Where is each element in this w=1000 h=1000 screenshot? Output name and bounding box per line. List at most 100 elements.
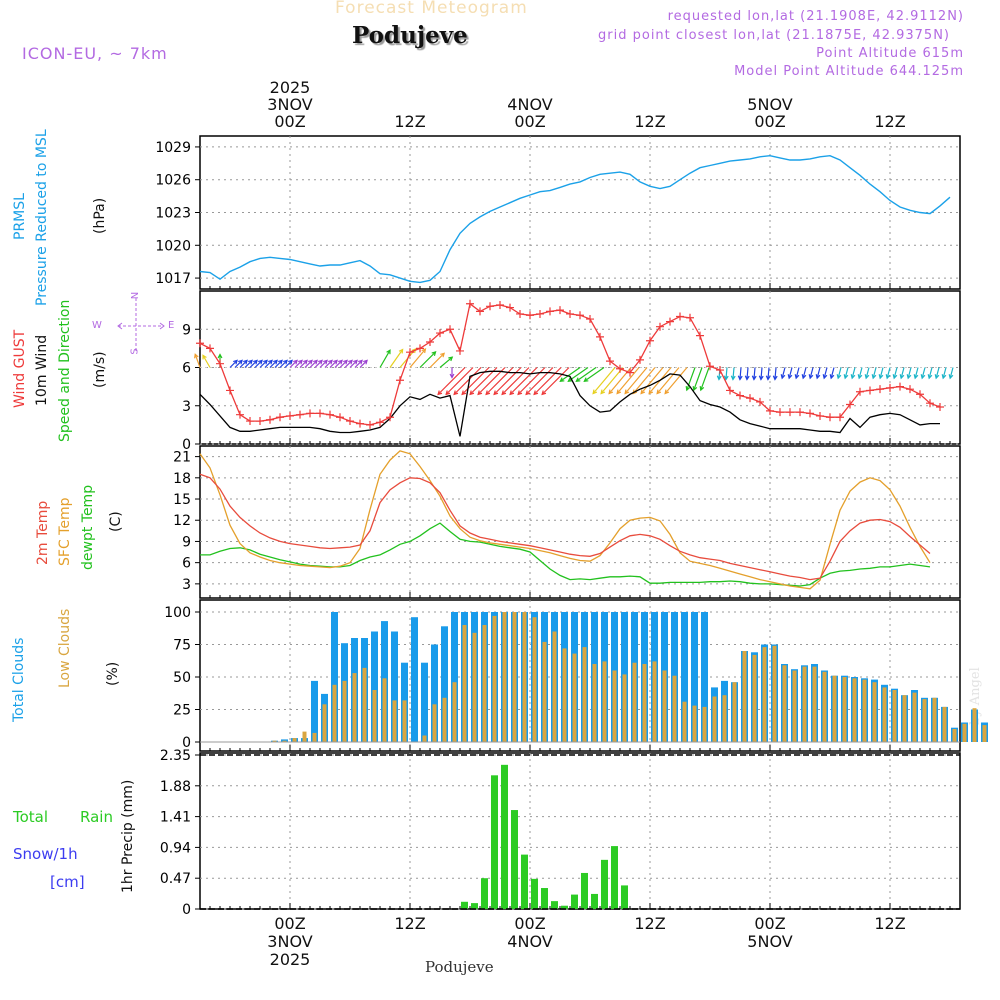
cloud-ytick-label: 100	[164, 605, 191, 621]
wind-direction-arrowhead	[699, 386, 705, 392]
wind-gust-marker	[646, 336, 654, 345]
pressure-line	[199, 154, 951, 284]
wind-gust-marker	[346, 417, 354, 426]
low-cloud-bar	[812, 666, 817, 742]
wind-direction-arrow	[732, 367, 735, 380]
low-cloud-bar	[702, 706, 707, 742]
low-cloud-bar	[402, 700, 407, 742]
wind-direction-arrowhead	[445, 390, 451, 396]
wind-direction-arrow	[928, 367, 933, 379]
wind-direction-arrow	[739, 367, 742, 380]
low-cloud-bar	[752, 654, 757, 742]
pressure-ytick-label: 1017	[155, 271, 191, 287]
low-cloud-bar	[512, 612, 517, 742]
total-cloud-bar	[441, 626, 448, 742]
wind-gust-marker	[846, 400, 854, 409]
wind-direction-arrowhead	[829, 374, 835, 380]
wind-direction-arrow	[624, 367, 648, 394]
low-cloud-bar	[422, 735, 427, 742]
wind-direction-arrowhead	[664, 389, 670, 395]
wind-direction-arrowhead	[233, 359, 238, 365]
wind-direction-arrow	[851, 367, 856, 379]
top-axis-hour: 12Z	[874, 112, 905, 131]
wind-gust-marker	[896, 382, 904, 391]
wind-direction-arrow	[893, 367, 898, 379]
low-cloud-bar	[732, 682, 737, 742]
wind-gust-marker	[216, 359, 224, 368]
wind-direction-arrowhead	[453, 390, 459, 396]
low-cloud-bar	[742, 651, 747, 742]
wind-direction-arrowhead	[202, 354, 207, 360]
wind-direction-arrowhead	[685, 386, 691, 392]
low-cloud-bar	[432, 704, 437, 742]
wind-gust-marker	[866, 386, 874, 395]
wind-gust-marker	[786, 408, 794, 417]
low-cloud-bar	[342, 680, 347, 742]
wind-direction-arrowhead	[780, 374, 786, 380]
wind-gust-marker	[306, 409, 314, 418]
wind-direction-arrowhead	[541, 390, 547, 396]
wind-direction-arrowhead	[194, 353, 199, 359]
wind-direction-arrowhead	[358, 359, 363, 365]
wind-direction-arrowhead	[501, 390, 507, 396]
wind-gust-marker	[496, 301, 504, 310]
wind-direction-arrowhead	[253, 359, 258, 365]
wind-direction-arrowhead	[493, 390, 499, 396]
wind-gust-marker	[396, 376, 404, 385]
wind-direction-arrow	[559, 367, 581, 382]
wind-gust-marker	[296, 410, 304, 419]
wind-direction-arrow	[525, 367, 554, 395]
low-cloud-bar	[852, 678, 857, 742]
wind-gust-marker	[506, 303, 514, 312]
wind-direction-arrowhead	[308, 359, 313, 365]
wind-direction-arrowhead	[288, 359, 293, 365]
sfc-temp-line	[199, 450, 931, 590]
wind-direction-arrowhead	[616, 389, 622, 395]
wind-direction-arrowhead	[801, 374, 807, 380]
rain-bar	[541, 888, 548, 909]
low-cloud-bar	[772, 645, 777, 742]
wind-gust-marker	[586, 315, 594, 324]
total-cloud-bar	[411, 617, 418, 742]
wind-gust-marker	[666, 317, 674, 326]
low-cloud-bar	[442, 697, 447, 742]
wind-gust-marker	[766, 406, 774, 415]
wind-direction-arrow	[294, 360, 303, 368]
low-cloud-bar	[962, 723, 967, 742]
low-cloud-bar	[312, 732, 317, 742]
wind-direction-arrowhead	[448, 356, 454, 362]
rain-bar	[571, 894, 578, 909]
wind-direction-arrowhead	[656, 389, 662, 395]
low-cloud-bar	[982, 725, 987, 742]
wind-direction-arrow	[900, 367, 905, 379]
wind-direction-arrow	[656, 367, 680, 394]
bottom-axis-year: 2025	[270, 950, 311, 969]
pressure-ytick-label: 1026	[155, 173, 191, 189]
low-cloud-bar	[392, 700, 397, 742]
low-cloud-bar	[302, 731, 307, 742]
temp-ytick-label: 3	[182, 577, 191, 593]
wind-gust-marker	[466, 299, 474, 308]
top-axis-date: 4NOV	[507, 95, 552, 114]
top-axis-year: 2025	[270, 78, 311, 97]
low-cloud-bar	[882, 687, 887, 742]
wind-gust-marker	[206, 344, 214, 353]
low-cloud-bar	[972, 708, 977, 742]
wind-direction-arrow	[264, 360, 273, 368]
wind-gust-marker	[316, 409, 324, 418]
pressure-ytick-label: 1023	[155, 206, 191, 222]
wind-gust-marker	[276, 413, 284, 422]
bottom-axis-hour: 12Z	[874, 914, 905, 933]
wind-direction-arrow	[879, 367, 884, 379]
wind-direction-arrowhead	[298, 359, 303, 365]
wind-gust-marker	[556, 306, 564, 315]
low-cloud-bar	[712, 696, 717, 742]
wind-direction-arrowhead	[440, 352, 446, 358]
wind-direction-arrow	[693, 367, 703, 391]
wind-direction-arrow	[437, 367, 466, 395]
low-cloud-bar	[902, 695, 907, 742]
total-cloud-bar	[371, 631, 378, 742]
wind-direction-arrowhead	[913, 374, 919, 380]
precip-ytick-label: 1.88	[160, 779, 191, 795]
wind-gust-marker	[406, 348, 414, 357]
